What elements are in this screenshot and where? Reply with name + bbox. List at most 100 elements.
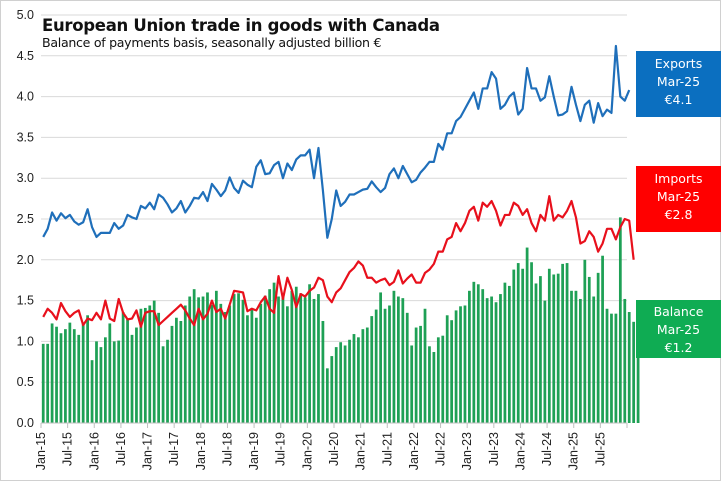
balance-bar — [170, 325, 174, 423]
balance-bar — [627, 312, 631, 423]
balance-bar — [237, 293, 240, 423]
y-tick-label: 1.5 — [17, 294, 34, 308]
balance-bar — [490, 296, 493, 423]
balance-bar — [210, 304, 214, 423]
balance-bar — [259, 303, 263, 423]
balance-bar — [219, 303, 223, 423]
balance-bar — [441, 335, 445, 423]
balance-bar — [143, 307, 147, 423]
balance-bar — [410, 345, 414, 423]
balance-bar — [552, 274, 556, 423]
balance-callout-label: Balance — [653, 304, 704, 319]
balance-bar — [481, 289, 485, 423]
balance-bar — [86, 315, 89, 423]
balance-bar — [565, 263, 569, 423]
balance-bar — [401, 298, 405, 423]
y-tick-label: 2.0 — [17, 253, 34, 267]
balance-bar — [183, 305, 187, 423]
balance-bar — [117, 340, 121, 423]
balance-bar — [468, 290, 471, 423]
balance-callout-period: Mar-25 — [656, 322, 701, 337]
balance-bar — [543, 300, 547, 423]
balance-bar — [59, 333, 63, 423]
y-tick-label: 0.0 — [17, 416, 34, 430]
exports-callout-period: Mar-25 — [656, 74, 701, 89]
balance-bar — [348, 339, 351, 423]
balance-bar — [587, 276, 591, 423]
balance-bar — [374, 309, 378, 423]
balance-bar — [72, 329, 76, 423]
balance-bar — [95, 341, 98, 423]
balance-bar — [525, 247, 529, 423]
imports-callout: Imports Mar-25 €2.8 — [636, 166, 721, 232]
balance-bar — [294, 286, 298, 423]
balance-bar — [232, 294, 236, 423]
x-tick-label: Jul-15 — [61, 432, 75, 466]
balance-bar — [530, 262, 533, 423]
balance-bar — [516, 263, 520, 423]
exports-line — [42, 44, 631, 239]
x-tick-label: Jan-21 — [354, 432, 368, 470]
exports-callout-value: €4.1 — [664, 92, 693, 107]
balance-bar — [494, 302, 498, 423]
x-tick-label: Jan-24 — [513, 432, 527, 470]
balance-bar — [339, 342, 343, 423]
balance-bar — [175, 317, 178, 423]
balance-bar — [454, 310, 458, 423]
balance-bar — [512, 269, 516, 423]
balance-bar — [108, 323, 112, 423]
balance-bar — [361, 329, 365, 423]
balance-bar — [396, 296, 400, 423]
x-tick-label: Jan-23 — [460, 432, 474, 470]
balance-bar — [148, 305, 152, 423]
balance-bar — [503, 282, 507, 423]
balance-bar — [41, 343, 45, 423]
balance-bar — [521, 268, 525, 423]
balance-bar — [445, 315, 449, 423]
balance-bar — [334, 347, 338, 423]
balance-bar — [263, 295, 267, 423]
balance-bar — [605, 308, 609, 423]
balance-bar — [228, 305, 232, 423]
balance-bar — [268, 289, 272, 423]
balance-bar — [81, 323, 85, 423]
x-tick-label: Jul-23 — [487, 432, 501, 466]
balance-bar — [55, 326, 58, 423]
balance-callout-value: €1.2 — [664, 340, 693, 355]
balance-bar — [436, 337, 440, 423]
balance-bar — [343, 345, 347, 423]
balance-bar — [450, 320, 454, 423]
y-tick-label: 4.5 — [17, 49, 34, 63]
balance-bar — [357, 337, 360, 423]
balance-bar — [126, 318, 129, 423]
balance-bar — [241, 299, 245, 423]
x-tick-label: Jan-16 — [87, 432, 101, 470]
balance-bar — [432, 352, 436, 423]
imports-callout-label: Imports — [654, 171, 703, 186]
balance-bar — [254, 317, 258, 423]
balance-bar — [321, 321, 325, 423]
balance-bar — [188, 296, 192, 423]
x-tick-label: Jan-15 — [34, 432, 48, 470]
balance-bar — [596, 272, 600, 423]
balance-bar — [405, 312, 409, 423]
balance-bar — [618, 217, 622, 423]
balance-bar — [610, 313, 613, 423]
x-tick-label: Jul-22 — [434, 432, 448, 466]
y-tick-label: 5.0 — [17, 8, 34, 22]
balance-bar — [472, 281, 476, 423]
balance-bar — [214, 290, 218, 423]
balance-bar — [379, 292, 382, 423]
balance-bar — [201, 296, 205, 423]
balance-bar — [592, 296, 596, 423]
balance-bar — [330, 356, 334, 423]
balance-bar — [303, 297, 307, 423]
balance-bar — [419, 325, 422, 423]
balance-bar — [463, 305, 467, 423]
x-tick-label: Jul-16 — [114, 432, 128, 466]
balance-bar — [281, 296, 285, 423]
balance-bar — [157, 312, 161, 423]
balance-bar — [206, 292, 209, 423]
balance-bar — [223, 312, 227, 423]
